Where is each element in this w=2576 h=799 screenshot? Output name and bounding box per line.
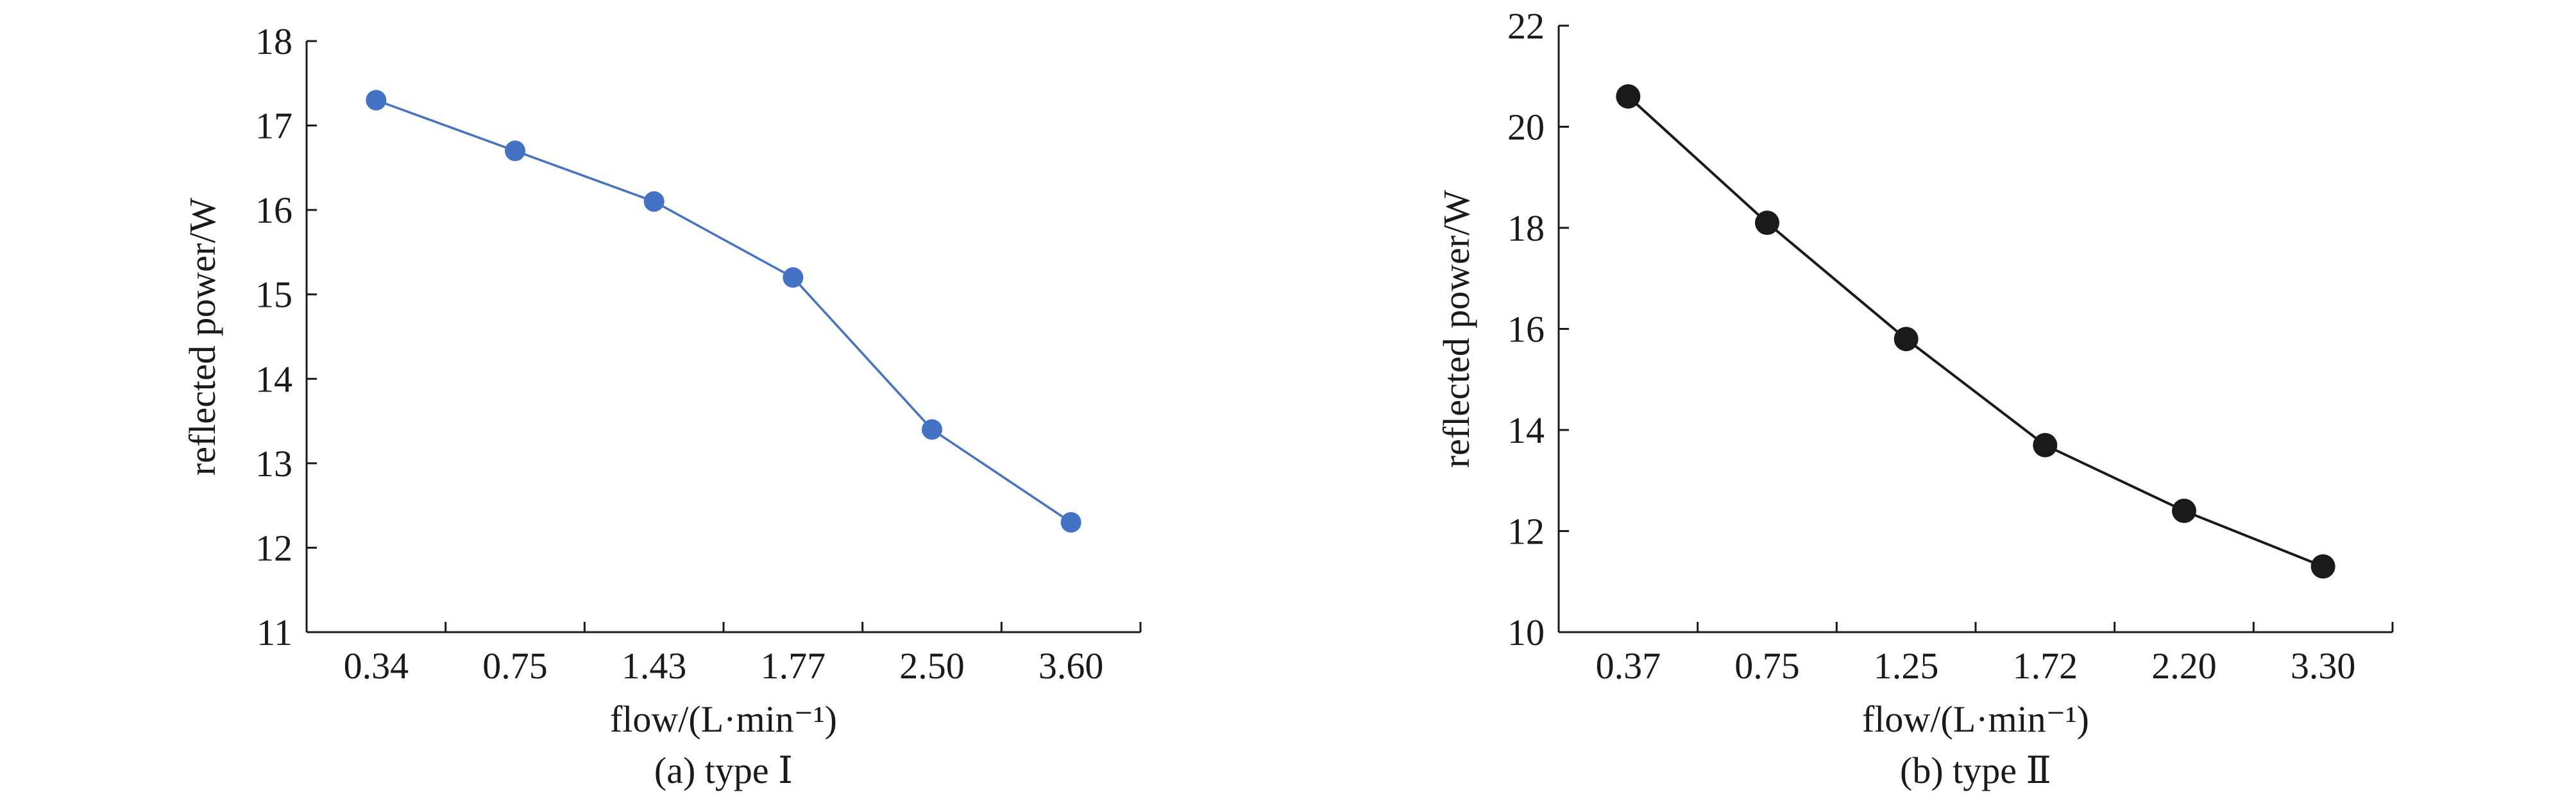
x-tick-label: 3.30 xyxy=(2291,645,2356,687)
y-tick-label: 14 xyxy=(255,358,292,400)
x-tick-label: 1.77 xyxy=(761,645,826,687)
y-tick-label: 13 xyxy=(255,443,292,485)
data-point xyxy=(643,191,665,212)
x-tick-label: 2.50 xyxy=(899,645,965,687)
y-axis-title: reflected power/W xyxy=(1436,190,1477,468)
series-line xyxy=(375,99,1072,524)
y-tick-label: 10 xyxy=(1507,612,1545,653)
x-tick-label: 0.75 xyxy=(1734,645,1800,687)
data-point xyxy=(1755,210,1779,236)
data-point xyxy=(505,141,525,162)
data-point xyxy=(1894,327,1919,352)
x-tick-label: 0.75 xyxy=(482,645,548,687)
y-tick-label: 22 xyxy=(1507,5,1545,47)
x-tick-label: 1.25 xyxy=(1874,645,1939,687)
y-tick-label: 20 xyxy=(1507,107,1545,148)
chart-panel-b: 10 12 14 16 18 20 22 0.37 0.75 1.25 1.72 2.20 3.30 fl… xyxy=(1436,5,2394,791)
y-tick-label: 16 xyxy=(255,189,292,231)
y-axis-title: reflected power/W xyxy=(182,198,223,476)
x-axis-title: flow/(L·min⁻¹) xyxy=(1862,698,2089,740)
x-tick-label: 1.72 xyxy=(2013,645,2078,687)
chart-caption: (b) type Ⅱ xyxy=(1900,750,2051,791)
data-point xyxy=(783,267,804,288)
x-tick-label: 0.34 xyxy=(344,645,409,687)
y-tick-label: 12 xyxy=(255,527,292,569)
chart-panel-a: 11 12 13 14 15 16 17 18 0.34 0.75 1.43 1.77 2.50 3.60… xyxy=(182,21,1142,791)
data-point xyxy=(366,90,387,111)
y-tick-label: 15 xyxy=(255,274,292,316)
data-point xyxy=(2033,433,2058,458)
data-point xyxy=(1060,511,1081,533)
x-tick-label: 1.43 xyxy=(622,645,687,687)
x-tick-label: 3.60 xyxy=(1038,645,1104,687)
data-point xyxy=(1616,84,1641,109)
y-tick-label: 14 xyxy=(1507,409,1545,451)
data-point xyxy=(2310,554,2335,579)
x-tick-label: 2.20 xyxy=(2151,645,2217,687)
y-tick-label: 11 xyxy=(257,612,292,653)
y-tick-label: 16 xyxy=(1507,309,1545,350)
x-tick-label: 0.37 xyxy=(1596,645,1661,687)
y-tick-label: 17 xyxy=(255,105,292,147)
series-line xyxy=(1627,95,2324,568)
y-tick-label: 12 xyxy=(1507,511,1545,553)
data-point xyxy=(922,419,942,440)
x-axis-title: flow/(L·min⁻¹) xyxy=(610,698,837,740)
y-tick-label: 18 xyxy=(1507,207,1545,249)
chart-caption: (a) type Ⅰ xyxy=(654,750,793,791)
y-tick-label: 18 xyxy=(255,21,292,62)
data-point xyxy=(2172,499,2196,523)
